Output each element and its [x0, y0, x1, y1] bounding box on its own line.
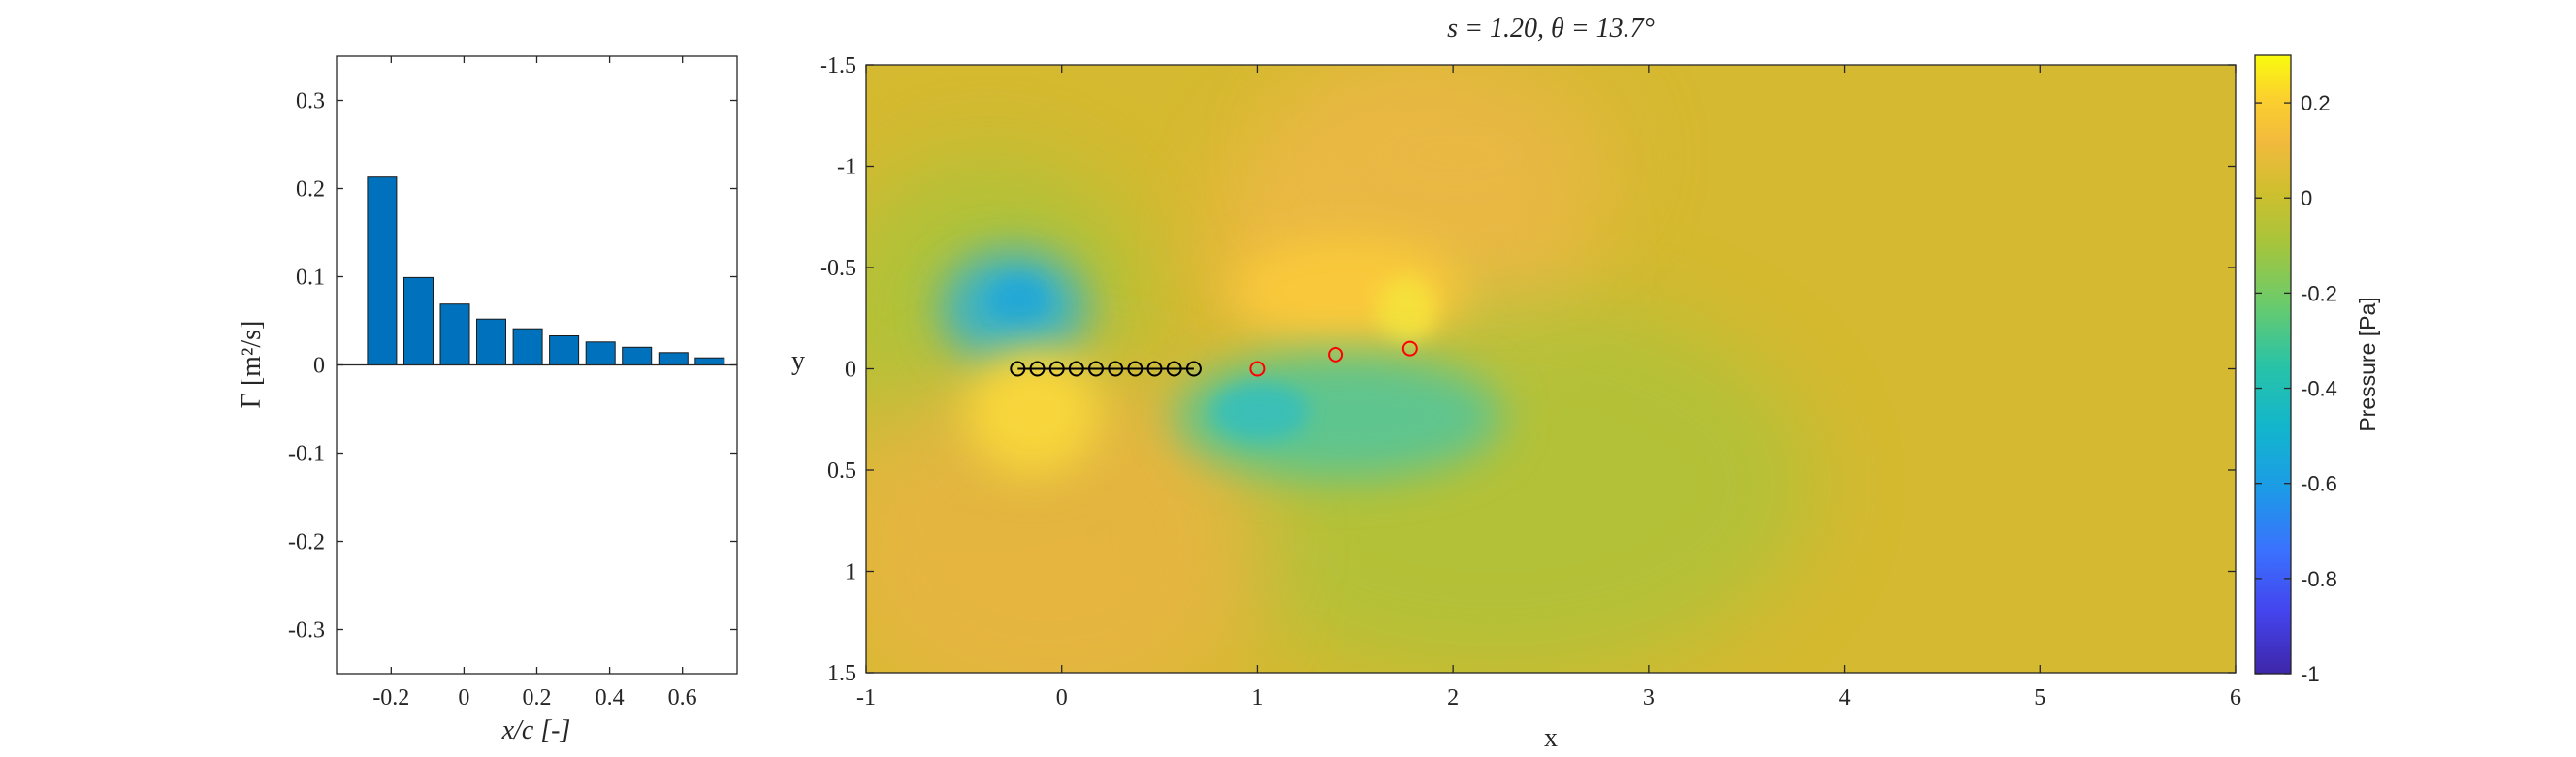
y-tick-label: 0.2	[296, 177, 325, 203]
x-tick-label: 5	[2034, 685, 2045, 710]
bar	[476, 318, 506, 366]
circulation-bar-chart: -0.2 0 0.2 0.4 0.6 -0.3 -0.2 -0.1 0 0.1 0.2 0.3 x/…	[237, 55, 738, 745]
x-tick-label: 0	[1056, 685, 1068, 710]
colorbar-tick-label: 0	[2301, 186, 2312, 210]
bar	[403, 276, 434, 365]
shed-vortex-marker	[1249, 361, 1266, 377]
bound-vortex-marker	[1068, 361, 1084, 377]
vortex-markers	[1010, 340, 1418, 377]
bar	[658, 352, 689, 365]
x-tick-label: 6	[2230, 685, 2241, 710]
bar	[439, 303, 470, 366]
bound-vortex-marker	[1108, 361, 1124, 377]
bar	[622, 346, 653, 365]
x-tick-label: 0	[458, 685, 469, 710]
field-title: s = 1.20, θ = 13.7°	[1447, 14, 1655, 44]
y-tick-label: 1	[845, 560, 856, 585]
bar-series	[367, 176, 725, 366]
colorbar-tick-label: -0.4	[2301, 377, 2337, 401]
y-tick-label: -0.2	[288, 530, 325, 555]
shed-vortex-marker	[1328, 346, 1344, 363]
x-tick-label: 3	[1643, 685, 1655, 710]
y-tick-label: -1	[837, 155, 856, 180]
pressure-zone-max-lower	[965, 349, 1101, 475]
y-tick-label: 0.1	[296, 266, 325, 291]
colorbar-tick-label: 0.2	[2301, 91, 2331, 115]
bar-y-ticks: -0.3 -0.2 -0.1 0 0.1 0.2 0.3	[288, 89, 737, 644]
pressure-zone-high-lower	[866, 359, 1271, 673]
x-tick-label: 1	[1251, 685, 1263, 710]
pressure-zone-high-upper	[1290, 65, 1620, 262]
colorbar-gradient	[2254, 54, 2292, 675]
field-x-ticks: -1 0 1 2 3 4 5 6	[856, 65, 2241, 710]
x-tick-label: 2	[1447, 685, 1459, 710]
x-tick-label: 4	[1839, 685, 1851, 710]
field-y-ticks: -1.5 -1 -0.5 0 0.5 1 1.5	[820, 53, 2236, 686]
bound-vortex-marker	[1010, 361, 1026, 377]
pressure-zone-min-wake-core	[1212, 383, 1309, 441]
pressure-zone-max-tip	[1377, 276, 1435, 344]
y-tick-label: 0	[845, 358, 856, 383]
field-x-axis-label: x	[1544, 723, 1558, 753]
colorbar-label: Pressure [Pa]	[2355, 297, 2380, 431]
bar-x-ticks: -0.2 0 0.2 0.4 0.6	[372, 56, 697, 710]
bound-vortex-marker	[1088, 361, 1104, 377]
colorbar-tick-label: -0.2	[2301, 281, 2337, 305]
bar	[512, 328, 543, 366]
pressure-zone-min-core	[989, 276, 1047, 325]
y-tick-label: -0.3	[288, 618, 325, 644]
colorbar-ticks: -1 -0.8 -0.6 -0.4 -0.2 0 0.2	[2255, 91, 2337, 686]
y-tick-label: -0.1	[288, 442, 325, 467]
bound-vortex-marker	[1029, 361, 1046, 377]
field-y-axis-label: y	[791, 346, 805, 376]
bound-vortex-marker	[1185, 361, 1202, 377]
x-tick-label: 0.2	[523, 685, 552, 710]
bound-vortex-marker	[1127, 361, 1143, 377]
pressure-zone-low-wake	[1174, 291, 1814, 673]
y-tick-label: 1.5	[827, 661, 856, 686]
bar-x-axis-label: x/c [-]	[501, 715, 571, 745]
bound-vortex-marker	[1146, 361, 1163, 377]
bar	[549, 335, 580, 365]
x-tick-label: -1	[856, 685, 876, 710]
colorbar-tick-label: -0.6	[2301, 472, 2337, 496]
bar	[585, 341, 616, 365]
colorbar-tick-label: -1	[2301, 662, 2320, 686]
y-tick-label: 0.5	[827, 458, 856, 484]
bound-vortex-marker	[1166, 361, 1182, 377]
x-tick-label: 0.4	[596, 685, 625, 710]
colorbar-tick-label: -0.8	[2301, 567, 2337, 591]
y-tick-label: 0	[313, 354, 325, 379]
shed-vortex-marker	[1401, 340, 1418, 357]
y-tick-label: -0.5	[820, 256, 856, 281]
x-tick-label: -0.2	[372, 685, 409, 710]
y-tick-label: -1.5	[820, 53, 856, 79]
x-tick-label: 0.6	[668, 685, 697, 710]
pressure-field-chart: -1 0 1 2 3 4 5 6 -1.5 -1 -0.5 0 0.5 1 1.5 s = 1.20, θ…	[791, 14, 2241, 753]
bar	[367, 176, 398, 365]
bar	[694, 357, 725, 366]
pressure-contour-field	[866, 65, 2236, 673]
bound-vortex-marker	[1048, 361, 1065, 377]
bar-y-axis-label: Γ [m²/s]	[237, 321, 267, 409]
pressure-colorbar: -1 -0.8 -0.6 -0.4 -0.2 0 0.2 Pressure [Pa]	[2254, 54, 2380, 686]
y-tick-label: 0.3	[296, 89, 325, 114]
